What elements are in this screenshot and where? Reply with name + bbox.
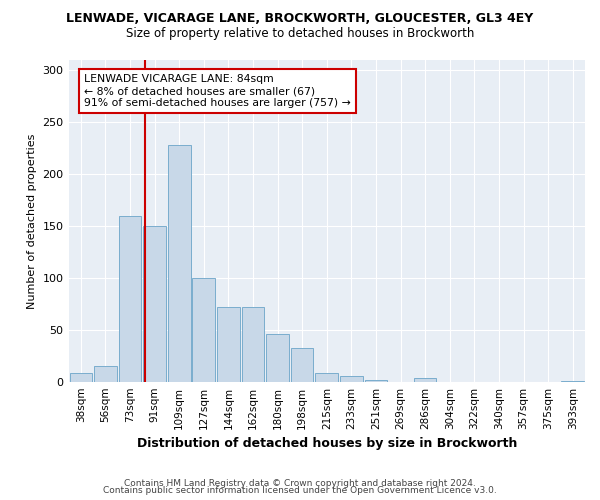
Bar (316, 374, 338, 382)
Bar (365, 380, 387, 382)
Text: Contains HM Land Registry data © Crown copyright and database right 2024.: Contains HM Land Registry data © Crown c… (124, 478, 476, 488)
Bar (168, 145, 191, 382)
Bar (242, 307, 265, 382)
Text: Contains public sector information licensed under the Open Government Licence v3: Contains public sector information licen… (103, 486, 497, 495)
Bar (143, 226, 166, 382)
Bar (266, 334, 289, 382)
Bar (414, 378, 436, 382)
Text: Size of property relative to detached houses in Brockworth: Size of property relative to detached ho… (126, 28, 474, 40)
Bar (562, 380, 584, 382)
X-axis label: Distribution of detached houses by size in Brockworth: Distribution of detached houses by size … (137, 437, 517, 450)
Y-axis label: Number of detached properties: Number of detached properties (27, 133, 37, 308)
Text: LENWADE, VICARAGE LANE, BROCKWORTH, GLOUCESTER, GL3 4EY: LENWADE, VICARAGE LANE, BROCKWORTH, GLOU… (67, 12, 533, 26)
Bar (119, 216, 142, 382)
Bar (291, 348, 313, 382)
Bar (340, 376, 362, 382)
Bar (94, 366, 117, 382)
Bar (217, 307, 240, 382)
Bar (70, 374, 92, 382)
Bar (193, 278, 215, 382)
Text: LENWADE VICARAGE LANE: 84sqm
← 8% of detached houses are smaller (67)
91% of sem: LENWADE VICARAGE LANE: 84sqm ← 8% of det… (84, 74, 351, 108)
